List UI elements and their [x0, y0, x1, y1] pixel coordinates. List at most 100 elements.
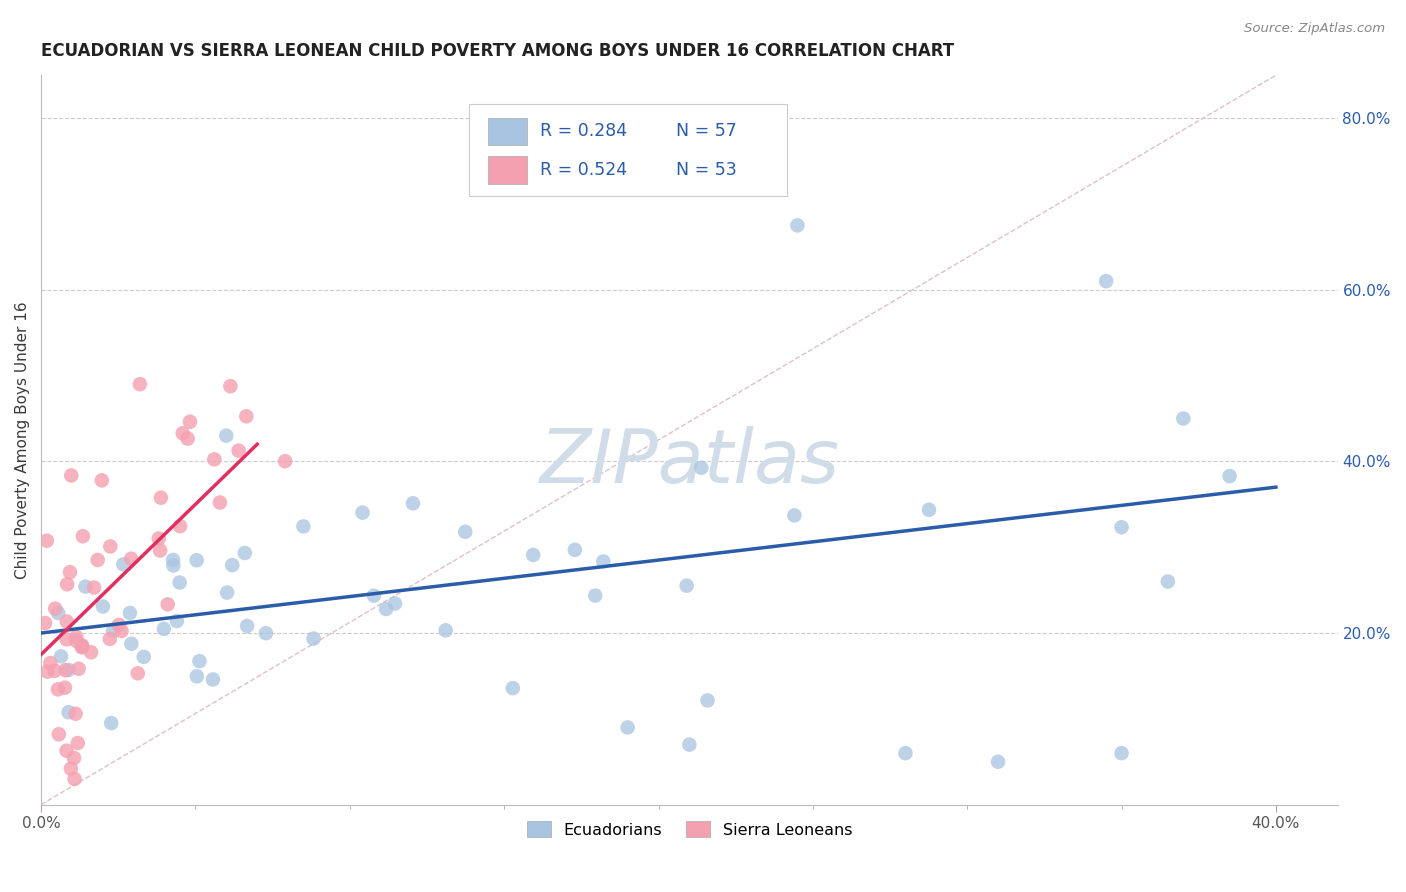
Point — [235, 409, 257, 424]
Point — [1157, 574, 1180, 589]
Point — [254, 626, 277, 640]
Point — [153, 622, 176, 636]
Point — [616, 720, 638, 734]
Point — [58, 705, 80, 719]
Point — [63, 751, 86, 765]
Point — [502, 681, 524, 695]
Point — [1111, 520, 1133, 534]
Point — [80, 645, 103, 659]
Point — [162, 558, 184, 573]
Point — [132, 649, 155, 664]
Y-axis label: Child Poverty Among Boys Under 16: Child Poverty Among Boys Under 16 — [15, 301, 30, 579]
Point — [49, 649, 72, 664]
Point — [219, 379, 242, 393]
Point — [783, 508, 806, 523]
Point — [35, 533, 58, 548]
Point — [34, 615, 56, 630]
Text: Source: ZipAtlas.com: Source: ZipAtlas.com — [1244, 22, 1385, 36]
Point — [86, 553, 108, 567]
Text: N = 57: N = 57 — [676, 122, 737, 140]
Point — [128, 377, 150, 392]
Point — [208, 495, 231, 509]
Point — [172, 426, 194, 441]
Point — [65, 630, 87, 644]
Point — [60, 468, 83, 483]
Point — [186, 669, 208, 683]
Point — [83, 581, 105, 595]
Point — [169, 519, 191, 533]
Point — [120, 637, 142, 651]
Legend: Ecuadorians, Sierra Leoneans: Ecuadorians, Sierra Leoneans — [520, 814, 859, 844]
Point — [522, 548, 544, 562]
Point — [39, 656, 62, 670]
Point — [70, 640, 93, 655]
Point — [228, 443, 250, 458]
Point — [434, 624, 457, 638]
Point — [169, 575, 191, 590]
Point — [100, 716, 122, 731]
Point — [894, 746, 917, 760]
Point — [188, 654, 211, 668]
Point — [70, 640, 93, 654]
Point — [91, 599, 114, 614]
Point — [44, 664, 66, 678]
Point — [98, 540, 121, 554]
Point — [72, 529, 94, 543]
Point — [90, 474, 112, 488]
Text: R = 0.524: R = 0.524 — [540, 161, 627, 179]
Point — [592, 554, 614, 568]
Point — [67, 662, 90, 676]
Point — [98, 632, 121, 646]
Point — [148, 532, 170, 546]
Point — [120, 551, 142, 566]
Point — [696, 693, 718, 707]
Point — [786, 219, 808, 233]
Point — [55, 663, 77, 677]
Point — [987, 755, 1010, 769]
Point — [292, 519, 315, 533]
Point — [59, 762, 82, 776]
Point — [564, 542, 586, 557]
Text: ECUADORIAN VS SIERRA LEONEAN CHILD POVERTY AMONG BOYS UNDER 16 CORRELATION CHART: ECUADORIAN VS SIERRA LEONEAN CHILD POVER… — [41, 42, 955, 60]
Point — [1173, 411, 1195, 425]
Point — [63, 772, 86, 786]
Point — [1219, 469, 1241, 483]
Point — [53, 681, 76, 695]
Point — [352, 506, 374, 520]
Point — [65, 706, 87, 721]
Point — [215, 585, 238, 599]
Point — [215, 428, 238, 442]
Text: R = 0.284: R = 0.284 — [540, 122, 627, 140]
Point — [112, 558, 135, 572]
Point — [402, 496, 425, 510]
FancyBboxPatch shape — [488, 118, 527, 145]
Point — [186, 553, 208, 567]
Point — [70, 638, 93, 652]
Point — [48, 727, 70, 741]
Point — [55, 744, 77, 758]
Point — [59, 565, 82, 579]
Point — [221, 558, 243, 573]
Point — [678, 738, 700, 752]
Point — [65, 634, 87, 648]
Point — [66, 736, 89, 750]
Point — [675, 579, 697, 593]
Text: ZIPatlas: ZIPatlas — [540, 425, 839, 498]
Point — [363, 589, 385, 603]
Point — [201, 673, 224, 687]
Point — [149, 491, 172, 505]
Point — [274, 454, 297, 468]
Point — [107, 618, 129, 632]
Point — [202, 452, 225, 467]
Point — [156, 598, 179, 612]
Point — [583, 589, 606, 603]
Point — [690, 460, 713, 475]
Point — [233, 546, 256, 560]
Point — [149, 543, 172, 558]
Text: N = 53: N = 53 — [676, 161, 737, 179]
Point — [384, 597, 406, 611]
Point — [56, 615, 79, 629]
Point — [179, 415, 201, 429]
Point — [375, 602, 398, 616]
Point — [75, 580, 97, 594]
